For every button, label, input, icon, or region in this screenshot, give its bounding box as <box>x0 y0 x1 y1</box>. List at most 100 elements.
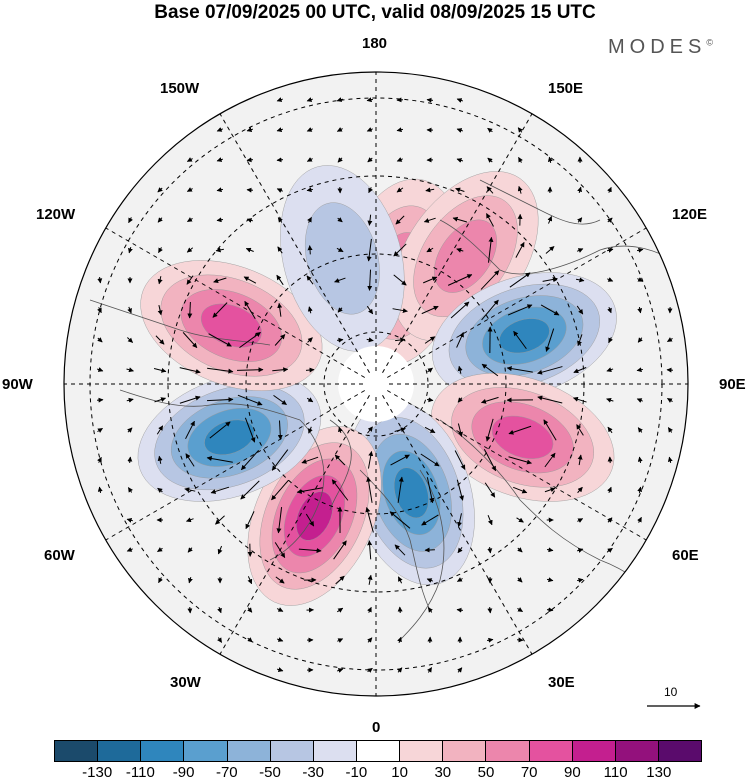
wind-arrow <box>306 97 314 102</box>
wind-arrow <box>273 394 287 406</box>
wind-arrow <box>185 453 195 467</box>
wind-arrow <box>397 667 403 673</box>
wind-arrow <box>607 486 612 493</box>
wind-arrow <box>486 213 494 227</box>
colorbar-tick-label: -130 <box>82 764 113 781</box>
wind-arrow <box>367 574 373 585</box>
colorbar-tick-label: 50 <box>477 764 495 781</box>
lon-label-150w: 150W <box>160 80 200 97</box>
colorbar-swatch <box>184 741 228 761</box>
wind-arrow <box>637 486 643 494</box>
wind-arrow <box>577 186 582 194</box>
wind-arrow <box>607 517 613 523</box>
meridian-line <box>387 227 647 378</box>
lon-label-90e: 90E <box>719 376 746 393</box>
wind-arrow <box>206 456 233 463</box>
wind-arrow <box>517 607 523 613</box>
wind-arrow <box>577 518 584 523</box>
wind-arrow <box>277 246 283 254</box>
wind-arrow <box>515 241 525 258</box>
wind-arrow <box>517 127 523 133</box>
colorbar-swatch <box>400 741 444 761</box>
colorbar-tick-label: 30 <box>434 764 452 781</box>
wind-arrow <box>307 245 313 255</box>
wind-arrow <box>487 157 493 163</box>
wind-arrow <box>516 517 524 523</box>
wind-arrow <box>423 217 436 223</box>
wind-arrow <box>421 305 439 315</box>
wind-arrow <box>637 516 642 523</box>
wind-arrow <box>577 486 583 494</box>
wind-arrow <box>573 396 587 403</box>
wind-arrow <box>607 277 614 282</box>
wind-arrow <box>158 577 163 584</box>
colorbar-tick-label: 10 <box>391 764 408 781</box>
lon-label-90w: 90W <box>2 376 33 393</box>
anomaly-contour <box>434 219 497 293</box>
wind-arrow <box>393 274 407 286</box>
colorbar-swatch <box>141 741 185 761</box>
wind-arrow <box>210 486 230 494</box>
wind-arrow <box>338 426 343 434</box>
wind-arrow <box>155 335 165 345</box>
wind-arrow <box>607 217 613 223</box>
wind-arrow <box>215 247 224 253</box>
colorbar-tick-label: -70 <box>215 764 238 781</box>
meridian-line <box>105 227 365 378</box>
wind-arrow <box>97 486 103 494</box>
pole-hole <box>338 346 414 422</box>
wind-arrow <box>187 301 193 319</box>
wind-arrow <box>396 127 404 133</box>
wind-arrow <box>236 367 264 373</box>
wind-arrow <box>305 513 315 527</box>
wind-arrow <box>368 187 373 194</box>
wind-arrow <box>217 607 222 614</box>
wind-arrow <box>216 187 224 193</box>
wind-arrow <box>216 157 224 162</box>
reference-vector-label: 10 <box>664 685 678 699</box>
wind-arrow <box>367 450 374 469</box>
wind-arrow <box>276 274 284 286</box>
wind-arrow <box>246 187 254 193</box>
brand-mark: © <box>706 37 713 48</box>
wind-arrow <box>636 398 643 403</box>
wind-arrow <box>186 187 193 192</box>
wind-arrow <box>508 456 532 465</box>
wind-arrow <box>206 397 234 403</box>
wind-arrow <box>277 420 283 440</box>
wind-arrow <box>153 367 167 373</box>
wind-arrow <box>366 127 373 132</box>
wind-arrow <box>307 306 313 314</box>
wind-vectors <box>96 97 674 673</box>
colorbar-ticks: -130 -110 -90 -70 -50 -30 -10 10 30 50 70 90 110 130 <box>54 764 702 782</box>
wind-arrow <box>487 515 493 526</box>
wind-arrow <box>452 216 468 223</box>
wind-arrow <box>245 511 255 530</box>
wind-arrow <box>425 187 435 193</box>
lon-label-60w: 60W <box>44 547 75 564</box>
wind-arrow <box>573 367 587 374</box>
wind-arrow <box>331 479 349 501</box>
wind-arrow <box>426 247 434 253</box>
wind-arrow <box>276 667 284 672</box>
meridian-line <box>219 113 370 373</box>
wind-arrow <box>127 337 133 343</box>
wind-arrow <box>186 517 194 523</box>
wind-arrow <box>394 544 406 556</box>
wind-arrow <box>545 328 555 352</box>
wind-arrow <box>393 243 407 257</box>
wind-arrow <box>243 276 257 284</box>
wind-arrow <box>608 337 613 344</box>
wind-arrow <box>276 607 284 612</box>
wind-arrow <box>636 367 644 373</box>
map-boundary <box>63 71 689 697</box>
meridian-line <box>387 390 647 541</box>
wind-arrow <box>367 269 373 291</box>
wind-arrow <box>333 540 347 560</box>
wind-arrow <box>367 540 373 560</box>
wind-arrow <box>367 214 373 226</box>
lon-label-180: 180 <box>362 35 388 52</box>
wind-arrow <box>337 638 344 643</box>
wind-arrow <box>154 397 166 403</box>
